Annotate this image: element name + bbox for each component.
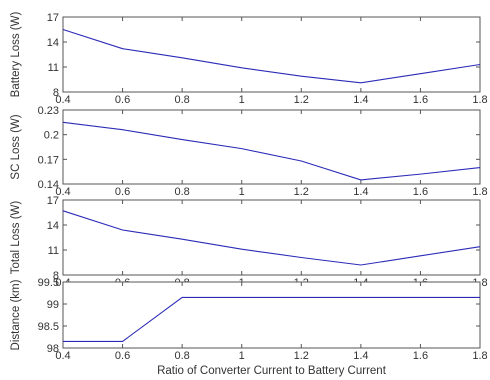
x-tick-label: 1.8 [472,94,487,106]
x-tick-label: 1.2 [294,186,309,198]
y-tick-label: 11 [48,62,59,74]
x-tick-label: 1.2 [294,94,309,106]
series-line-1 [62,28,481,84]
axes-box [62,16,481,93]
x-axis-label: Ratio of Converter Current to Battery Cu… [157,365,387,377]
subplot-2: 0.4 0.6 0.8 1 1.2 1.4 1.6 1.8 0.14 0.17 0.2 0.23 SC … [10,105,488,198]
y-tick-label: 8 [53,87,59,99]
y-tick-label: 99 [47,299,59,311]
x-tick-label: 0.4 [55,94,70,106]
x-tick-label: 1.8 [472,350,487,362]
subplot-4: 0.4 0.6 0.8 1 1.2 1.4 1.6 1.8 98 98.5 99 99.5 Distan… [10,277,488,377]
x-tick-label: 0.8 [174,350,189,362]
x-tick-label: 0.4 [55,186,70,198]
x-tick-label: 0.8 [174,186,189,198]
y-tick-label: 98.5 [38,321,59,333]
series-line-1 [62,121,481,181]
y-tick-label: 17 [47,195,59,207]
y-tick-label: 0.23 [38,105,59,117]
x-tick-label: 0.6 [115,94,130,106]
subplot-3: 0.40.60.811.21.41.61.88111417Total Loss … [10,195,488,289]
x-tick-label: 0.6 [115,350,130,362]
y-tick-label: 8 [53,270,59,282]
x-tick-label: 1.4 [353,94,368,106]
x-tick-label: 1.4 [353,350,368,362]
x-tick-label: 1 [239,350,245,362]
x-tick-label: 1.8 [472,186,487,198]
x-tick-label: 0.6 [115,186,130,198]
x-tick-label: 1.6 [413,186,428,198]
x-tick-label: 0.8 [174,94,189,106]
x-tick-label: 1.6 [413,94,428,106]
y-axis-label: SC Loss (W) [10,114,22,179]
series-line-1 [63,296,480,342]
axes-box [62,109,481,185]
x-tick-label: 1.4 [353,186,368,198]
y-tick-label: 98 [47,343,59,355]
y-tick-label: 0.17 [38,154,59,166]
y-tick-label: 99.5 [38,277,59,289]
y-tick-label: 14 [47,37,59,49]
y-tick-label: 11 [48,245,59,257]
y-tick-label: 0.2 [44,130,59,142]
y-axis-label: Distance (km) [10,279,22,350]
y-axis-label: Total Loss (W) [10,201,22,275]
y-axis-label: Battery Loss (W) [10,12,22,98]
y-tick-label: 0.14 [38,179,59,191]
y-tick-label: 14 [47,220,59,232]
y-tick-label: 17 [47,12,59,24]
axes-box [62,281,481,349]
subplot-1: 0.4 0.6 0.8 1 1.2 1.4 1.6 1.8 8 11 14 17 Battery Los… [10,12,488,106]
x-tick-label: 0.4 [55,350,70,362]
x-tick-label: 1 [239,94,245,106]
series-line-1 [62,210,481,266]
x-tick-label: 1.6 [413,350,428,362]
axes-box [62,199,481,276]
x-tick-label: 1 [239,186,245,198]
x-tick-label: 1.2 [294,350,309,362]
